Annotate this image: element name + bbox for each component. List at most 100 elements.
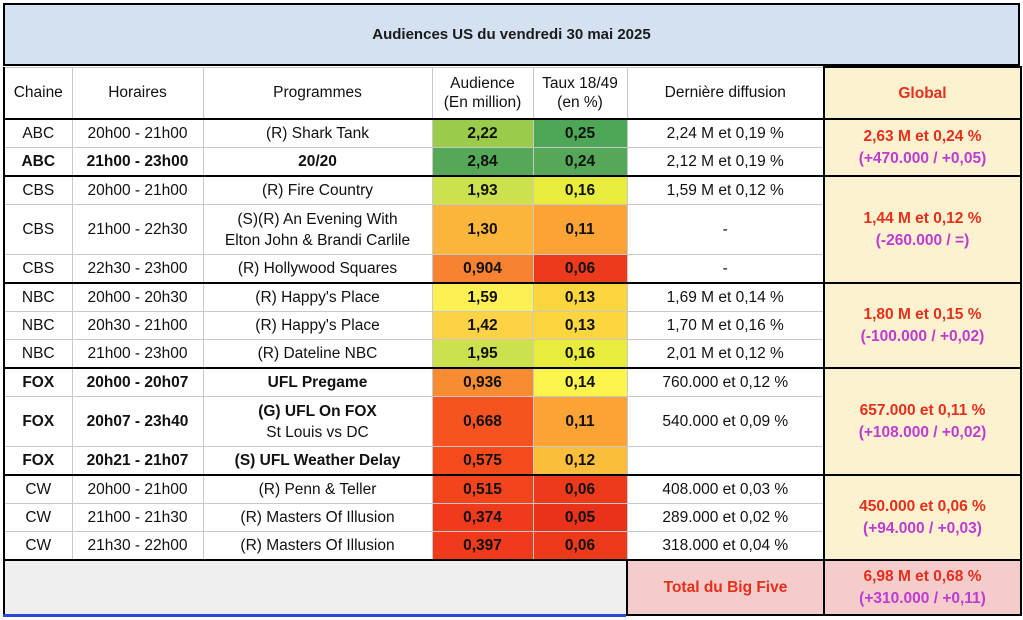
cell-horaires: 21h30 - 22h00 (71, 531, 204, 561)
cell-audience: 1,93 (431, 175, 534, 205)
cell-taux: 0,13 (532, 282, 628, 312)
header-audience-line1: Audience (450, 74, 515, 92)
cell-horaires: 20h00 - 21h00 (71, 118, 204, 148)
cell-taux: 0,06 (532, 254, 628, 284)
cell-horaires: 21h00 - 21h30 (71, 503, 204, 532)
cell-derniere: 1,59 M et 0,12 % (626, 175, 825, 205)
table-row: CW 21h00 - 21h30 (R) Masters Of Illusion… (3, 503, 1021, 532)
cell-chaine: CBS (3, 175, 73, 205)
cell-taux: 0,06 (532, 474, 628, 504)
cell-taux: 0,06 (532, 531, 628, 561)
cell-taux: 0,05 (532, 503, 628, 532)
cell-chaine: CW (3, 503, 73, 532)
cell-chaine: ABC (3, 147, 73, 177)
cell-programme: (R) Dateline NBC (202, 339, 433, 369)
footer-empty-area (3, 559, 628, 616)
footer-total-label: Total du Big Five (626, 559, 825, 616)
cell-global-abc: 2,63 M et 0,24 % (+470.000 / +0,05) (823, 118, 1022, 177)
cell-programme: UFL Pregame (202, 367, 433, 397)
cell-programme: (S) UFL Weather Delay (202, 446, 433, 476)
cell-audience: 1,95 (431, 339, 534, 369)
audience-table: Chaine Horaires Programmes Audience (En m… (3, 66, 1022, 616)
cell-programme: (R) Happy's Place (202, 311, 433, 340)
table-title: Audiences US du vendredi 30 mai 2025 (3, 3, 1020, 66)
cell-derniere: 1,70 M et 0,16 % (626, 311, 825, 340)
table-row: NBC 20h00 - 20h30 (R) Happy's Place 1,59… (3, 282, 1022, 369)
global-cw-value: 450.000 et 0,06 % (859, 497, 986, 515)
cell-programme: (S)(R) An Evening With Elton John & Brand… (202, 204, 433, 255)
cell-derniere: 408.000 et 0,03 % (626, 474, 825, 504)
table-row: CW 20h00 - 21h00 (R) Penn & Teller 0,515… (3, 474, 1022, 561)
table-row: NBC 21h00 - 23h00 (R) Dateline NBC 1,95 … (3, 339, 1021, 369)
cell-taux: 0,13 (532, 311, 628, 340)
table-row: FOX 20h07 - 23h40 (G) UFL On FOX St Louis… (3, 396, 1021, 447)
header-row: Chaine Horaires Programmes Audience (En m… (3, 66, 1022, 120)
audience-table-container: Audiences US du vendredi 30 mai 2025 Cha… (3, 3, 1022, 616)
header-taux: Taux 18/49 (en %) (532, 66, 628, 120)
header-derniere: Dernière diffusion (626, 66, 825, 120)
header-audience-line2: (En million) (443, 93, 522, 111)
cell-taux: 0,25 (532, 118, 628, 148)
header-audience: Audience (En million) (431, 66, 534, 120)
cell-audience: 0,904 (431, 254, 534, 284)
programme-line2: St Louis vs DC (266, 423, 369, 441)
cell-taux: 0,12 (532, 446, 628, 476)
cell-horaires: 20h00 - 20h07 (71, 367, 204, 397)
footer-total-main: 6,98 M et 0,68 % (863, 567, 982, 585)
programme-line2: Elton John & Brandi Carlile (224, 231, 411, 249)
global-cbs-diff: (-260.000 / =) (875, 231, 970, 249)
cell-derniere: 760.000 et 0,12 % (626, 367, 825, 397)
table-row: ABC 21h00 - 23h00 20/20 2,84 0,24 2,12 M… (3, 147, 1021, 177)
cell-audience: 0,668 (431, 396, 534, 447)
programme-line1: (G) UFL On FOX (258, 402, 377, 420)
cell-programme: (R) Hollywood Squares (202, 254, 433, 284)
table-row: FOX 20h21 - 21h07 (S) UFL Weather Delay … (3, 446, 1021, 476)
cell-global-fox: 657.000 et 0,11 % (+108.000 / +0,02) (823, 367, 1022, 476)
table-row: CBS 22h30 - 23h00 (R) Hollywood Squares … (3, 254, 1021, 284)
header-chaine: Chaine (3, 66, 73, 120)
cell-programme: (R) Fire Country (202, 175, 433, 205)
cell-derniere: 1,69 M et 0,14 % (626, 282, 825, 312)
cell-audience: 2,84 (431, 147, 534, 177)
global-abc-value: 2,63 M et 0,24 % (863, 127, 982, 145)
cell-audience: 0,936 (431, 367, 534, 397)
header-taux-line2: (en %) (557, 93, 603, 111)
cell-taux: 0,16 (532, 175, 628, 205)
cell-global-cbs: 1,44 M et 0,12 % (-260.000 / =) (823, 175, 1022, 284)
cell-horaires: 21h00 - 22h30 (71, 204, 204, 255)
cell-chaine: CBS (3, 204, 73, 255)
bottom-accent-line (3, 614, 626, 617)
global-fox-value: 657.000 et 0,11 % (859, 401, 986, 419)
cell-derniere: - (626, 204, 825, 255)
cell-chaine: CW (3, 531, 73, 561)
cell-chaine: NBC (3, 311, 73, 340)
cell-programme: 20/20 (202, 147, 433, 177)
cell-programme: (R) Masters Of Illusion (202, 503, 433, 532)
cell-chaine: CW (3, 474, 73, 504)
cell-global-nbc: 1,80 M et 0,15 % (-100.000 / +0,02) (823, 282, 1022, 369)
cell-derniere: 289.000 et 0,02 % (626, 503, 825, 532)
cell-audience: 2,22 (431, 118, 534, 148)
cell-horaires: 20h00 - 20h30 (71, 282, 204, 312)
cell-audience: 1,30 (431, 204, 534, 255)
cell-derniere: 540.000 et 0,09 % (626, 396, 825, 447)
table-row: CBS 20h00 - 21h00 (R) Fire Country 1,93 … (3, 175, 1022, 284)
cell-global-cw: 450.000 et 0,06 % (+94.000 / +0,03) (823, 474, 1022, 561)
table-row: FOX 20h00 - 20h07 UFL Pregame 0,936 0,14… (3, 367, 1022, 476)
cell-audience: 0,575 (431, 446, 534, 476)
table-row: CBS 21h00 - 22h30 (S)(R) An Evening With… (3, 204, 1021, 255)
table-row: CW 21h30 - 22h00 (R) Masters Of Illusion… (3, 531, 1021, 561)
footer-total-value: 6,98 M et 0,68 % (+310.000 / +0,11) (823, 559, 1022, 616)
cell-chaine: ABC (3, 118, 73, 148)
cell-chaine: NBC (3, 339, 73, 369)
cell-chaine: NBC (3, 282, 73, 312)
header-programmes: Programmes (202, 66, 433, 120)
cell-horaires: 20h00 - 21h00 (71, 175, 204, 205)
header-global: Global (823, 66, 1022, 120)
cell-chaine: FOX (3, 446, 73, 476)
header-taux-line1: Taux 18/49 (542, 74, 618, 92)
table-row: ABC 20h00 - 21h00 (R) Shark Tank 2,22 0,… (3, 118, 1022, 177)
cell-chaine: FOX (3, 367, 73, 397)
cell-derniere: 318.000 et 0,04 % (626, 531, 825, 561)
programme-line1: (S)(R) An Evening With (237, 210, 398, 228)
